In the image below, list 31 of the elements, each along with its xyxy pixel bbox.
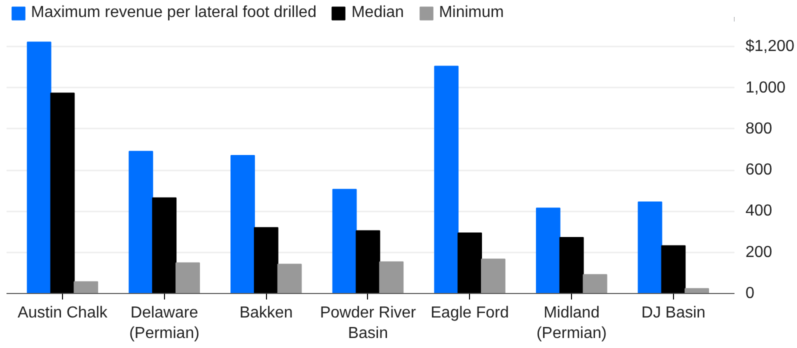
x-tick-label: Powder River Basin bbox=[320, 304, 417, 342]
bar bbox=[332, 188, 357, 294]
y-tick-label: 400 bbox=[746, 202, 772, 220]
bar bbox=[26, 42, 52, 294]
y-tick-label: 800 bbox=[746, 120, 772, 138]
bar bbox=[379, 261, 404, 294]
bar bbox=[277, 264, 302, 294]
x-tick-label: Eagle Ford bbox=[430, 304, 509, 322]
bar bbox=[536, 208, 560, 294]
legend-label: Maximum revenue per lateral foot drilled bbox=[31, 4, 316, 22]
x-tick-label: Austin Chalk bbox=[18, 304, 108, 322]
x-tick-label: DJ Basin bbox=[641, 304, 706, 322]
x-tick-label: Midland (Permian) bbox=[536, 304, 607, 342]
bar bbox=[176, 262, 200, 294]
bar bbox=[128, 150, 154, 294]
y-tick-label: 1,000 bbox=[746, 79, 786, 96]
bar bbox=[74, 281, 98, 294]
y-tick-label: 0 bbox=[746, 285, 754, 302]
bar bbox=[582, 274, 608, 294]
bar bbox=[434, 66, 459, 294]
bar bbox=[638, 201, 662, 294]
bar bbox=[230, 154, 255, 294]
legend-label: Median bbox=[351, 4, 404, 22]
x-tick-label: Bakken bbox=[239, 304, 293, 322]
bar bbox=[684, 288, 710, 294]
bar bbox=[480, 258, 506, 294]
y-tick-label: $1,200 bbox=[746, 38, 795, 56]
y-tick-label: 600 bbox=[746, 162, 772, 179]
x-tick-label: Delaware (Permian) bbox=[129, 304, 200, 342]
legend-label: Minimum bbox=[438, 4, 504, 22]
y-tick-label: 200 bbox=[746, 244, 772, 261]
